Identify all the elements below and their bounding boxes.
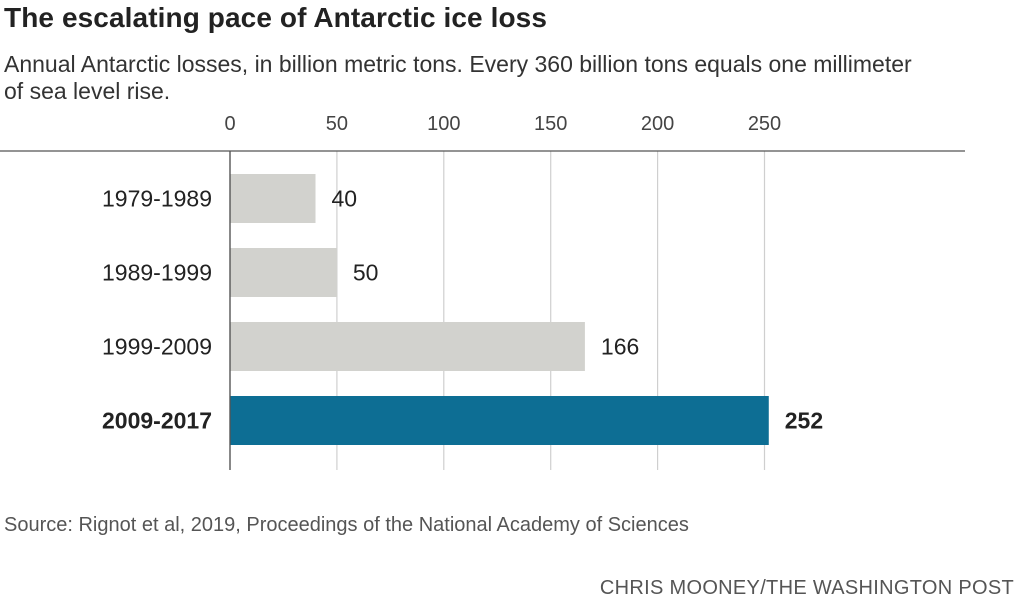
chart-title: The escalating pace of Antarctic ice los… [4, 2, 548, 33]
data-label: 50 [353, 260, 379, 286]
data-label: 40 [332, 186, 358, 212]
category-label: 1999-2009 [102, 334, 212, 360]
bar-chart: 0 50 100 150 200 250 1979-1989 40 1989-1999 50 199… [0, 113, 965, 470]
source-note: Source: Rignot et al, 2019, Proceedings … [4, 514, 689, 536]
x-tick-label: 50 [326, 113, 348, 135]
category-label: 1979-1989 [102, 186, 212, 212]
x-tick-label: 150 [534, 113, 567, 135]
x-tick-label: 100 [427, 113, 460, 135]
x-tick-label: 200 [641, 113, 674, 135]
x-tick-label: 0 [224, 113, 235, 135]
credit-line: CHRIS MOONEY/THE WASHINGTON POST [599, 577, 1014, 599]
data-label: 252 [785, 408, 823, 434]
bar [230, 174, 316, 223]
chart-subtitle: Annual Antarctic losses, in billion metr… [4, 51, 912, 104]
bar [230, 396, 769, 445]
bar [230, 248, 337, 297]
category-label: 1989-1999 [102, 260, 212, 286]
category-label: 2009-2017 [102, 408, 212, 434]
data-label: 166 [601, 334, 639, 360]
bar [230, 322, 585, 371]
x-tick-label: 250 [748, 113, 781, 135]
